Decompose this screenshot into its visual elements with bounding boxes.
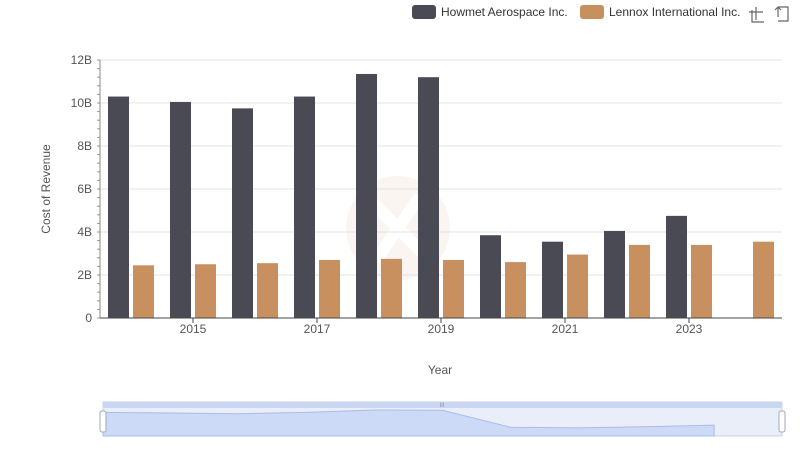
bar-howmet-2017[interactable] <box>294 96 315 318</box>
bar-howmet-2021[interactable] <box>542 241 563 318</box>
legend-label[interactable]: Lennox International Inc. <box>609 5 740 19</box>
legend-label[interactable]: Howmet Aerospace Inc. <box>441 5 568 19</box>
bars <box>108 73 774 318</box>
y-tick-label: 12B <box>71 53 92 67</box>
x-axis-title: Year <box>428 363 452 377</box>
x-tick-label: 2021 <box>552 322 579 336</box>
bar-howmet-2018[interactable] <box>356 73 377 318</box>
bar-howmet-2023[interactable] <box>666 215 687 318</box>
bar-lennox-2024[interactable] <box>753 241 774 318</box>
bar-lennox-2014[interactable] <box>133 265 154 318</box>
legend-swatch[interactable] <box>580 5 604 19</box>
bar-lennox-2020[interactable] <box>505 262 526 318</box>
x-axis: 2015 2017 2019 2021 2023 <box>100 317 782 336</box>
bar-lennox-2023[interactable] <box>691 244 712 318</box>
bar-howmet-2015[interactable] <box>170 101 191 318</box>
data-zoom-handle-left[interactable] <box>99 410 107 433</box>
y-tick-label: 2B <box>77 268 92 282</box>
bar-lennox-2022[interactable] <box>629 244 650 318</box>
y-tick-label: 6B <box>77 182 92 196</box>
bar-lennox-2019[interactable] <box>443 259 464 318</box>
data-zoom-move-handle[interactable]: III <box>439 403 444 409</box>
bar-lennox-2016[interactable] <box>257 263 278 318</box>
toolbar <box>749 6 789 23</box>
bar-howmet-2020[interactable] <box>480 235 501 318</box>
data-zoom-preview <box>102 409 715 437</box>
legend[interactable]: Howmet Aerospace Inc. Lennox Internationa… <box>412 5 740 19</box>
data-zoom-slider[interactable]: III <box>99 401 786 437</box>
data-zoom-selected-top <box>103 402 782 408</box>
x-tick-label: 2019 <box>428 322 455 336</box>
x-tick-label: 2015 <box>180 322 207 336</box>
x-tick-label: 2023 <box>676 322 703 336</box>
restore-icon[interactable] <box>774 6 789 22</box>
bar-howmet-2016[interactable] <box>232 108 253 318</box>
data-zoom-handle-right[interactable] <box>778 410 786 433</box>
zoom-icon[interactable] <box>749 7 764 23</box>
bar-lennox-2018[interactable] <box>381 258 402 318</box>
y-axis: 0 2B 4B 6B 8B 10B 12B <box>71 53 101 325</box>
y-tick-label: 10B <box>71 96 92 110</box>
bar-howmet-2022[interactable] <box>604 230 625 318</box>
y-tick-label: 8B <box>77 139 92 153</box>
x-tick-label: 2017 <box>304 322 331 336</box>
bar-lennox-2021[interactable] <box>567 254 588 318</box>
legend-swatch[interactable] <box>412 5 436 19</box>
bar-howmet-2019[interactable] <box>418 77 439 318</box>
y-tick-label: 0 <box>85 311 92 325</box>
bar-lennox-2015[interactable] <box>195 264 216 318</box>
y-tick-label: 4B <box>77 225 92 239</box>
y-axis-title: Cost of Revenue <box>39 144 53 234</box>
bar-lennox-2017[interactable] <box>319 259 340 318</box>
bar-howmet-2014[interactable] <box>108 96 129 318</box>
